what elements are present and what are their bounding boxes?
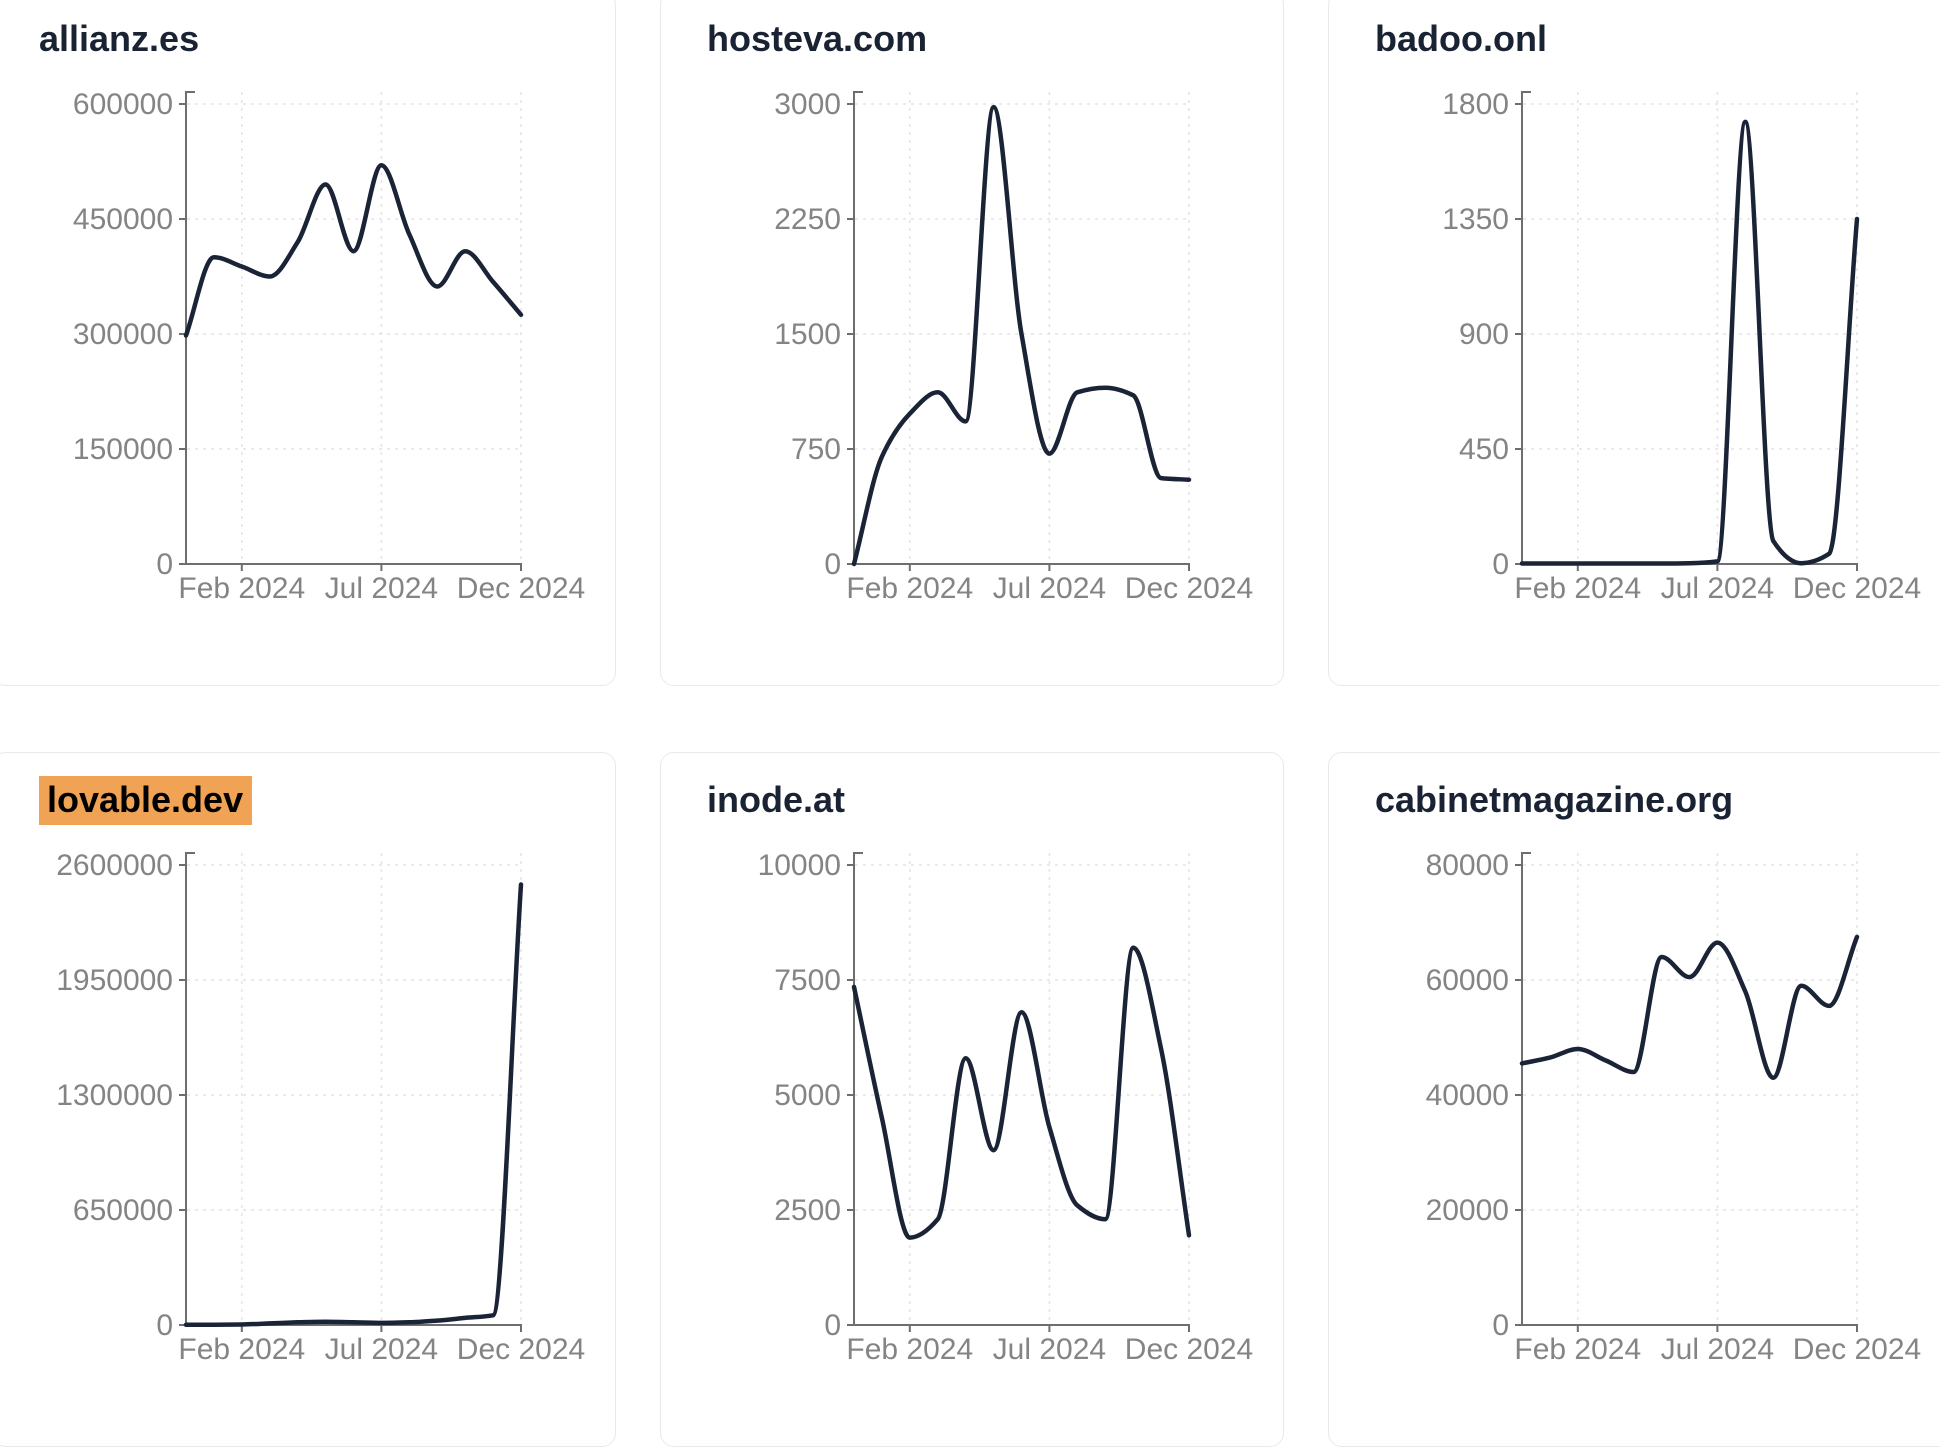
- y-tick-label: 80000: [1426, 849, 1509, 882]
- domain-title-text: allianz.es: [39, 18, 200, 59]
- y-tick-label: 0: [156, 1309, 173, 1342]
- y-tick-label: 1300000: [56, 1079, 173, 1112]
- domain-chart-card-lovable-dev[interactable]: lovable.dev 0 650000 1300000 1950000 2600000…: [0, 752, 616, 1447]
- domain-chart-card-badoo-onl[interactable]: badoo.onl 0 450 900 1350 1800 Feb 2024 Jul 202…: [1328, 0, 1940, 686]
- chart-svg: 0 750 1500 2250 3000 Feb 2024 Jul 2024 Dec 2024: [774, 88, 1253, 605]
- domain-title: cabinetmagazine.org: [1375, 779, 1940, 821]
- y-tick-label: 150000: [73, 433, 173, 466]
- y-tick-label: 1950000: [56, 964, 173, 997]
- y-tick-label: 2600000: [56, 849, 173, 882]
- y-tick-label: 900: [1459, 318, 1509, 351]
- y-tick-label: 450: [1459, 433, 1509, 466]
- chart-svg: 0 20000 40000 60000 80000 Feb 2024 Jul 2024 Dec…: [1426, 849, 1922, 1366]
- domain-chart-card-hosteva-com[interactable]: hosteva.com 0 750 1500 2250 3000 Feb 2024 Jul …: [660, 0, 1284, 686]
- y-tick-label: 600000: [73, 88, 173, 121]
- x-tick-label: Jul 2024: [1661, 572, 1774, 605]
- y-tick-label: 300000: [73, 318, 173, 351]
- x-tick-label: Dec 2024: [1125, 572, 1253, 605]
- x-tick-label: Feb 2024: [1514, 1333, 1641, 1366]
- domain-chart-card-allianz-es[interactable]: allianz.es 0 150000 300000 450000 600000 Feb …: [0, 0, 616, 686]
- axis-frame: [185, 852, 522, 1332]
- domain-title-text: hosteva.com: [707, 18, 928, 59]
- y-tick-label: 20000: [1426, 1194, 1509, 1227]
- line-series: [851, 104, 1192, 567]
- domain-title: lovable.dev: [39, 776, 615, 825]
- domain-title: inode.at: [707, 779, 1283, 821]
- x-tick-label: Dec 2024: [1125, 1333, 1253, 1366]
- line-series: [1519, 934, 1860, 1081]
- domain-title: allianz.es: [39, 18, 615, 60]
- domain-title-text: lovable.dev: [39, 776, 253, 825]
- y-tick-label: 5000: [774, 1079, 841, 1112]
- y-tick-label: 450000: [73, 203, 173, 236]
- x-tick-label: Jul 2024: [993, 1333, 1106, 1366]
- domain-chart-card-inode-at[interactable]: inode.at 0 2500 5000 7500 10000 Feb 2024 Jul 2…: [660, 752, 1284, 1447]
- chart-svg: 0 150000 300000 450000 600000 Feb 2024 Jul 202…: [73, 88, 585, 605]
- y-tick-label: 40000: [1426, 1079, 1509, 1112]
- y-tick-label: 750: [791, 433, 841, 466]
- domain-title: badoo.onl: [1375, 18, 1940, 60]
- domain-title-text: badoo.onl: [1375, 18, 1547, 59]
- domain-title-text: cabinetmagazine.org: [1375, 779, 1734, 820]
- y-tick-label: 10000: [758, 849, 841, 882]
- y-tick-label: 3000: [774, 88, 841, 121]
- y-tick-label: 1800: [1442, 88, 1509, 121]
- x-tick-label: Dec 2024: [1793, 1333, 1921, 1366]
- axis-frame: [185, 91, 522, 571]
- x-tick-label: Feb 2024: [846, 1333, 973, 1366]
- y-tick-label: 650000: [73, 1194, 173, 1227]
- line-series: [1519, 119, 1860, 566]
- axis-frame: [853, 852, 1190, 1332]
- x-tick-label: Feb 2024: [1514, 572, 1641, 605]
- domain-title-text: inode.at: [707, 779, 846, 820]
- line-series: [183, 163, 524, 338]
- x-tick-label: Jul 2024: [325, 1333, 438, 1366]
- axis-frame: [1521, 91, 1858, 571]
- y-tick-label: 0: [824, 548, 841, 581]
- y-tick-label: 0: [1492, 1309, 1509, 1342]
- x-tick-label: Dec 2024: [457, 572, 585, 605]
- chart-svg: 0 650000 1300000 1950000 2600000 Feb 2024 Jul …: [56, 849, 585, 1366]
- chart-svg: 0 450 900 1350 1800 Feb 2024 Jul 2024 Dec 2024: [1442, 88, 1921, 605]
- x-tick-label: Jul 2024: [325, 572, 438, 605]
- x-tick-label: Dec 2024: [457, 1333, 585, 1366]
- y-tick-label: 1500: [774, 318, 841, 351]
- y-tick-label: 1350: [1442, 203, 1509, 236]
- x-tick-label: Jul 2024: [1661, 1333, 1774, 1366]
- domain-title: hosteva.com: [707, 18, 1283, 60]
- y-tick-label: 0: [1492, 548, 1509, 581]
- x-tick-label: Feb 2024: [846, 572, 973, 605]
- x-tick-label: Jul 2024: [993, 572, 1106, 605]
- line-series: [851, 945, 1192, 1240]
- y-tick-label: 2250: [774, 203, 841, 236]
- axis-frame: [1521, 852, 1858, 1332]
- y-tick-label: 60000: [1426, 964, 1509, 997]
- y-tick-label: 0: [156, 548, 173, 581]
- x-tick-label: Feb 2024: [178, 1333, 305, 1366]
- domain-chart-card-cabinetmagazine-org[interactable]: cabinetmagazine.org 0 20000 40000 60000 8000…: [1328, 752, 1940, 1447]
- x-tick-label: Dec 2024: [1793, 572, 1921, 605]
- y-tick-label: 7500: [774, 964, 841, 997]
- y-tick-label: 2500: [774, 1194, 841, 1227]
- x-tick-label: Feb 2024: [178, 572, 305, 605]
- line-series: [183, 882, 524, 1328]
- y-tick-label: 0: [824, 1309, 841, 1342]
- chart-svg: 0 2500 5000 7500 10000 Feb 2024 Jul 2024 Dec 20…: [758, 849, 1254, 1366]
